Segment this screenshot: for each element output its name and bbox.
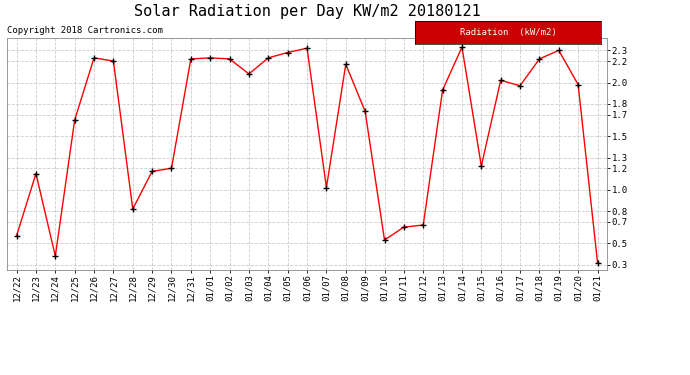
Title: Solar Radiation per Day KW/m2 20180121: Solar Radiation per Day KW/m2 20180121 [134,4,480,19]
Text: Copyright 2018 Cartronics.com: Copyright 2018 Cartronics.com [7,26,163,35]
